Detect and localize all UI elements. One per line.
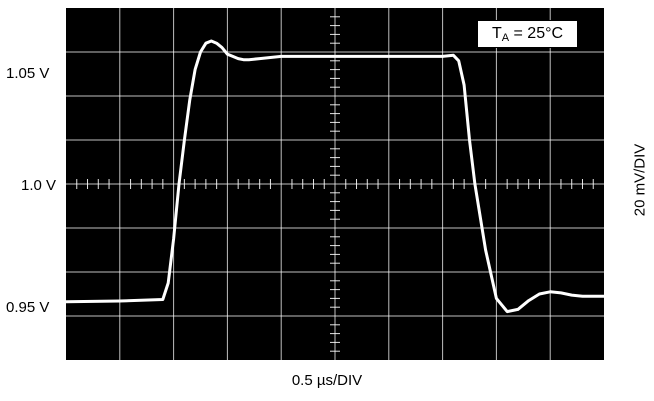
trace-group	[64, 39, 606, 314]
y-tick-label-1.0: 1.0 V	[21, 177, 57, 194]
temperature-symbol: T	[491, 25, 502, 42]
temperature-value: = 25°C	[509, 25, 564, 42]
y-tick-label-0.95: 0.95 V	[6, 299, 50, 316]
grid	[66, 8, 604, 360]
temperature-annotation: TA = 25°C	[477, 20, 578, 48]
trace-line-0	[64, 39, 606, 314]
x-axis-label: 0.5 µs/DIV	[291, 372, 363, 389]
y-tick-label-1.05: 1.05 V	[6, 65, 50, 82]
temperature-subscript: A	[501, 32, 510, 44]
y-axis-label: 20 mV/DIV	[631, 143, 649, 217]
